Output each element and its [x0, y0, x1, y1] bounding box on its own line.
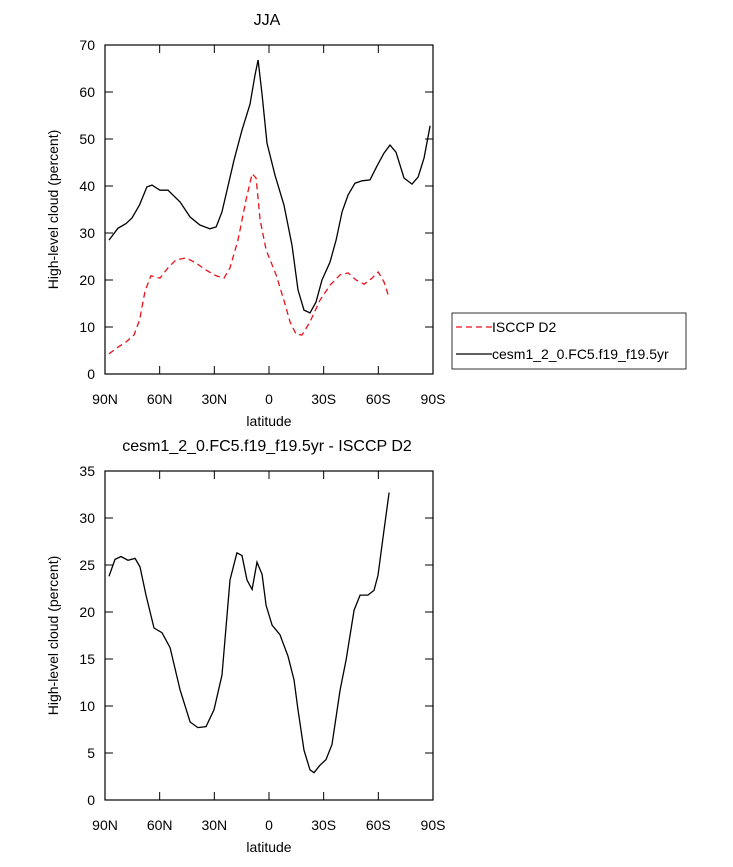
y-tick-label: 50 — [79, 131, 95, 147]
y-tick-label: 0 — [87, 792, 95, 808]
x-tick-label: 0 — [265, 817, 273, 833]
legend-label: cesm1_2_0.FC5.f19_f19.5yr — [492, 346, 669, 362]
plot-frame — [104, 44, 434, 375]
x-tick-label: 60S — [366, 391, 391, 407]
x-tick-label: 30N — [201, 391, 227, 407]
y-tick-label: 70 — [79, 37, 95, 53]
x-tick-label: 60N — [147, 817, 173, 833]
x-tick-label: 90N — [92, 391, 118, 407]
data-line — [108, 492, 390, 774]
y-tick-label: 10 — [79, 698, 95, 714]
y-tick-label: 60 — [79, 84, 95, 100]
chart-title: JJA — [254, 12, 281, 29]
y-tick-label: 10 — [79, 319, 95, 335]
data-line — [108, 59, 431, 314]
x-axis-label: latitude — [246, 413, 291, 429]
chart-title: cesm1_2_0.FC5.f19_f19.5yr - ISCCP D2 — [122, 438, 412, 455]
y-tick-label: 20 — [79, 272, 95, 288]
legend-box — [451, 312, 687, 370]
y-tick-label: 30 — [79, 225, 95, 241]
y-tick-label: 5 — [87, 745, 95, 761]
x-tick-label: 90N — [92, 817, 118, 833]
plot-frame — [104, 470, 434, 801]
x-tick-label: 60S — [366, 817, 391, 833]
y-axis-label: High-level cloud (percent) — [45, 556, 61, 716]
x-tick-label: 60N — [147, 391, 173, 407]
x-tick-label: 90S — [421, 817, 446, 833]
y-axis-label: High-level cloud (percent) — [45, 130, 61, 290]
y-tick-label: 0 — [87, 366, 95, 382]
legend-label: ISCCP D2 — [492, 319, 557, 335]
x-tick-label: 30S — [311, 817, 336, 833]
y-tick-label: 30 — [79, 510, 95, 526]
x-tick-label: 30N — [201, 817, 227, 833]
y-tick-label: 35 — [79, 463, 95, 479]
data-line — [108, 172, 390, 355]
x-tick-label: 90S — [421, 391, 446, 407]
y-tick-label: 15 — [79, 651, 95, 667]
y-tick-label: 40 — [79, 178, 95, 194]
y-tick-label: 20 — [79, 604, 95, 620]
x-axis-label: latitude — [246, 839, 291, 855]
x-tick-label: 0 — [265, 391, 273, 407]
x-tick-label: 30S — [311, 391, 336, 407]
y-tick-label: 25 — [79, 557, 95, 573]
